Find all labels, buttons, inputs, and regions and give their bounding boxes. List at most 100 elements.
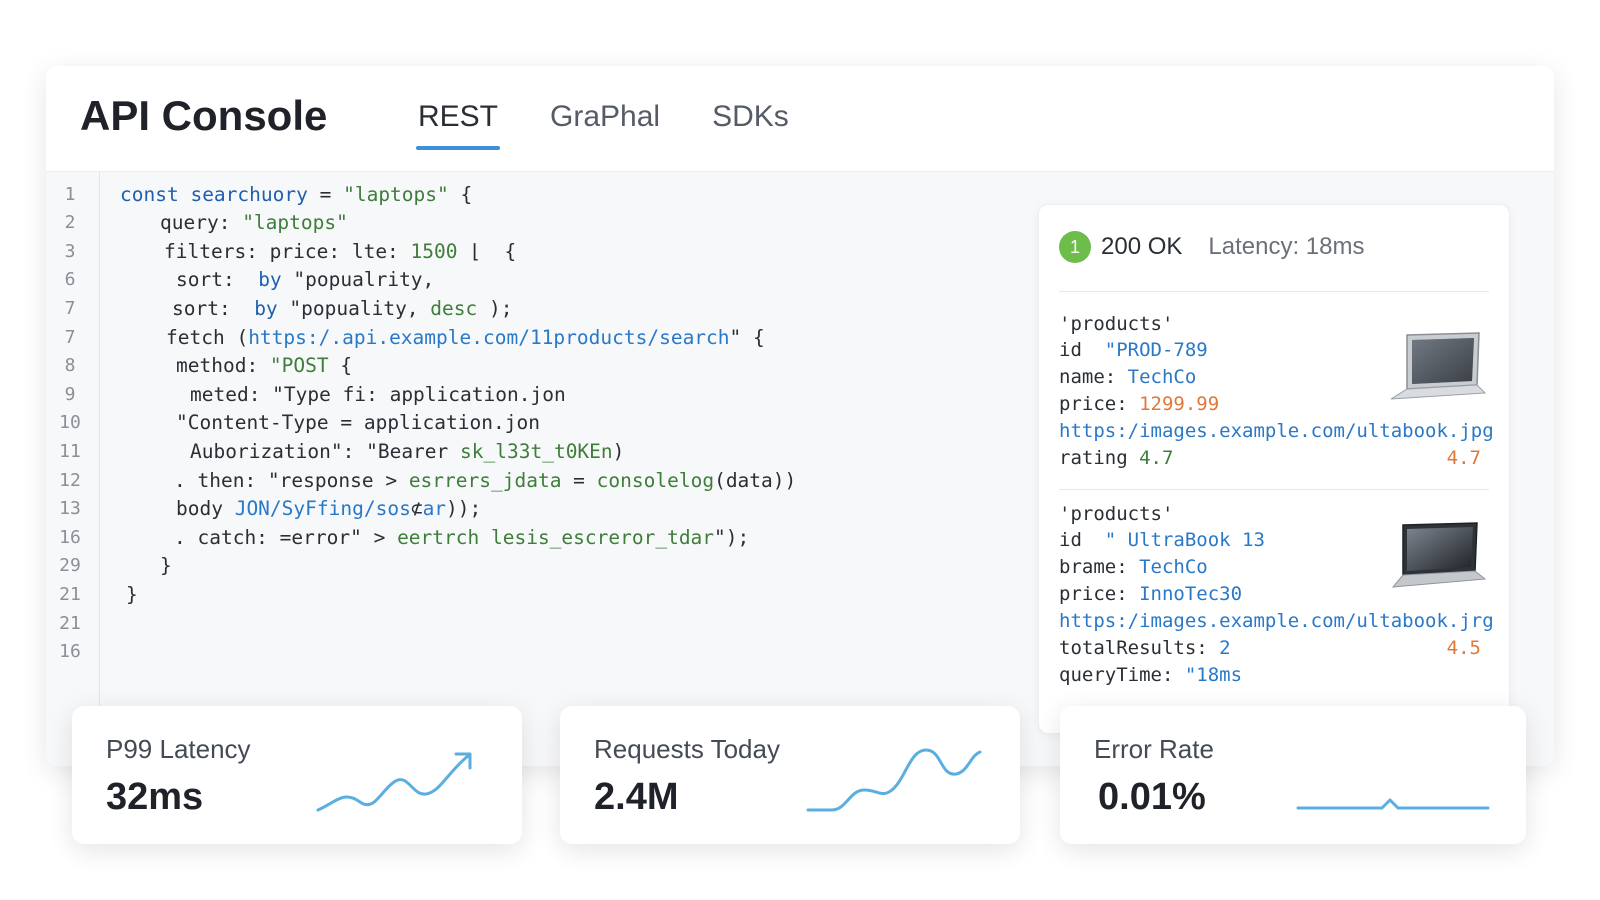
code-token: eertrch lesis_escreror_tdar — [397, 525, 715, 549]
sparkline-trend-up-icon — [316, 752, 472, 812]
line-number: 13 — [59, 498, 81, 520]
metric-card-requests-today: Requests Today 2.4M — [560, 706, 1020, 844]
code-token: = — [307, 182, 344, 206]
field-value: 1299.99 — [1139, 393, 1220, 415]
status-row: 1 200 OK Latency: 18ms — [1059, 231, 1364, 263]
divider — [1059, 291, 1489, 292]
code-text: method: "POST { — [176, 354, 352, 377]
line-number: 6 — [64, 269, 76, 291]
line-number: 7 — [64, 297, 76, 319]
field-key: totalResults: — [1059, 637, 1208, 659]
line-number: 11 — [59, 440, 81, 462]
tab-bar: REST GraPhal SDKs — [415, 100, 789, 150]
code-line: 1 const searchuory = "laptops" { — [46, 180, 473, 208]
code-line: 8 method: "POST { — [46, 352, 353, 380]
line-number: 21 — [59, 583, 81, 605]
code-text: fetch (https:/.api.example.com/11product… — [166, 326, 765, 349]
total-results-row: totalResults: 2 — [1059, 637, 1231, 659]
line-number: 2 — [64, 212, 76, 234]
code-token: ) — [612, 439, 625, 463]
code-line: 6 sort: by "popualrity, — [46, 266, 435, 294]
line-number: 9 — [64, 383, 76, 405]
sparkline-flat-icon — [1296, 798, 1490, 810]
code-line: 13 body JON/SyFfing/sos⊄ar)); — [46, 495, 481, 523]
app-title: API Console — [80, 92, 328, 139]
code-token: (data)) — [714, 468, 797, 492]
code-token: sort: — [172, 296, 255, 320]
field-key: id — [1059, 339, 1082, 361]
metric-value: 2.4M — [594, 776, 679, 818]
code-line: 10 "Content-Type = application.jon — [46, 409, 540, 437]
code-line: 21} — [46, 580, 138, 608]
code-token: "); — [714, 525, 750, 549]
code-token: . catch: =error" > — [174, 525, 398, 549]
rating-score: 4.7 — [1446, 447, 1481, 469]
code-token: "laptops" — [242, 211, 348, 235]
line-number: 8 — [64, 355, 76, 377]
code-line: 9 meted: "Type fi: application.jon — [46, 380, 566, 408]
metric-value: 0.01% — [1098, 776, 1206, 818]
code-text: "Content-Type = application.jon — [176, 411, 540, 434]
code-line: 11 Auborization": "Bearer sk_l33t_t0KEn) — [46, 437, 624, 465]
metric-label: P99 Latency — [106, 734, 251, 764]
tab-sdks[interactable]: SDKs — [712, 100, 789, 133]
code-token: body — [176, 497, 235, 521]
line-number: 10 — [59, 412, 81, 434]
code-line: 29} — [46, 552, 172, 580]
metric-card-p99-latency: P99 Latency 32ms — [72, 706, 522, 844]
code-token: { — [328, 354, 353, 378]
field-value: 4.7 — [1139, 447, 1174, 469]
product-image-link[interactable]: https:/images.example.com/ultabook.jpg — [1059, 420, 1494, 442]
code-editor[interactable]: 1 const searchuory = "laptops" { 2 query: "… — [46, 172, 1036, 766]
code-text: body JON/SyFfing/sos⊄ar)); — [176, 497, 481, 520]
code-token: by — [254, 296, 278, 320]
code-line: 16 — [46, 638, 94, 666]
metric-label: Error Rate — [1094, 734, 1214, 764]
tab-graphal[interactable]: GraPhal — [550, 100, 661, 133]
code-line: 7 sort: by "popuality, desc ); — [46, 294, 513, 322]
code-token: JON/SyFfing/sos — [234, 497, 411, 521]
code-text: filters: price: lte: 1500 ⌊ { — [164, 240, 516, 263]
metric-card-error-rate: Error Rate 0.01% — [1060, 706, 1526, 844]
field-key: name: — [1059, 366, 1117, 388]
code-line: 21 — [46, 609, 94, 637]
code-token: ar — [422, 497, 447, 521]
latency-readout: Latency: 18ms — [1208, 233, 1365, 260]
code-text: } — [160, 554, 172, 577]
tab-rest[interactable]: REST — [415, 100, 501, 150]
field-value: 2 — [1219, 637, 1231, 659]
code-text: sort: by "popuality, desc ); — [172, 297, 513, 320]
product-image-link[interactable]: https:/images.example.com/ultabook.jrg — [1059, 610, 1494, 632]
field-value: "18ms — [1184, 664, 1243, 686]
code-token: " { — [729, 325, 765, 349]
code-token: https:/.api.example.com/11products/searc… — [248, 325, 730, 349]
code-text: const searchuory = "laptops" { — [120, 183, 472, 206]
code-token: esrrers_jdata — [408, 468, 562, 492]
product-price-row: price: 1299.99 — [1059, 393, 1219, 415]
status-code: 200 OK — [1101, 233, 1183, 260]
code-token: filters: price: lte: — [164, 239, 411, 263]
code-line: 2 query: "laptops" — [46, 209, 348, 237]
code-line: 16 . catch: =error" > eertrch lesis_escre… — [46, 523, 749, 551]
code-token: . then: "response > — [174, 468, 409, 492]
code-token: Auborization": "Bearer — [190, 439, 461, 463]
code-token: )); — [446, 497, 482, 521]
code-token: query: — [160, 211, 243, 235]
status-success-icon: 1 — [1059, 231, 1091, 263]
code-token: fetch ( — [166, 325, 249, 349]
code-token: "POST — [269, 354, 329, 378]
code-text: query: "laptops" — [160, 211, 348, 234]
product-id-row: id "PROD-789 — [1059, 339, 1208, 361]
product-header: 'products' — [1059, 313, 1174, 335]
rating-score: 4.5 — [1446, 637, 1481, 659]
field-key: rating — [1059, 447, 1128, 469]
code-token: desc — [430, 296, 478, 320]
code-token: "popualrity, — [281, 268, 435, 292]
code-text: } — [126, 583, 138, 606]
code-token: sk_l33t_t0KEn — [460, 439, 613, 463]
field-key: id — [1059, 529, 1082, 551]
product-rating-row: rating 4.7 — [1059, 447, 1173, 469]
product-id-row: id " UltraBook 13 — [1059, 529, 1265, 551]
console-header: API Console REST GraPhal SDKs — [46, 66, 1554, 172]
code-token: = — [561, 468, 597, 492]
